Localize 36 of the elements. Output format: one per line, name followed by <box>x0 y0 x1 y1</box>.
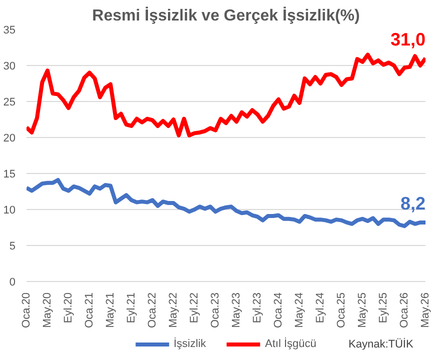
line-series <box>26 52 426 138</box>
y-tick-label: 35 <box>3 24 16 36</box>
x-tick-label: May.24 <box>294 292 306 328</box>
x-tick-label: Oca.21 <box>84 292 96 328</box>
x-tick-label: May.20 <box>42 292 54 328</box>
x-tick-label: Eyl.20 <box>62 292 74 324</box>
x-tick-label: May.21 <box>104 292 116 328</box>
chart-title: Resmi İşsizlik ve Gerçek İşsizlik(%) <box>92 6 360 24</box>
x-tick-label: Eyl.25 <box>378 292 390 324</box>
x-tick-label: Oca.23 <box>210 292 222 328</box>
x-tick-label: Oca.25 <box>336 292 348 328</box>
x-tick-label: May.25 <box>356 292 368 328</box>
y-tick-label: 10 <box>3 204 16 216</box>
annotation: 31,0 <box>390 29 426 50</box>
line-series <box>26 178 426 228</box>
x-tick-label: Eyl.22 <box>188 292 200 324</box>
legend-label: Atıl İşgücü <box>265 338 316 350</box>
y-tick-label: 25 <box>3 96 16 108</box>
x-tick-label: Eyl.21 <box>126 292 138 324</box>
x-tick-label: Oca.20 <box>20 292 32 328</box>
x-tick-label: May.26 <box>420 292 432 328</box>
y-tick-label: 0 <box>9 276 16 288</box>
y-tick-label: 30 <box>3 60 16 72</box>
x-tick-label: Eyl.23 <box>252 292 264 324</box>
legend-label: İşsizlik <box>174 338 206 350</box>
x-tick-label: May.22 <box>168 292 180 328</box>
annotation: 8,2 <box>400 193 426 214</box>
y-tick-label: 5 <box>9 240 16 252</box>
x-tick-label: Eyl.24 <box>314 292 326 324</box>
y-tick-label: 20 <box>3 132 16 144</box>
x-tick-label: Oca.26 <box>398 292 410 328</box>
x-tick-label: Oca.22 <box>146 292 158 328</box>
x-tick-label: May.23 <box>230 292 242 328</box>
y-tick-label: 15 <box>3 168 16 180</box>
text: Kaynak:TÜİK <box>348 338 414 350</box>
x-tick-label: Oca.24 <box>272 292 284 328</box>
